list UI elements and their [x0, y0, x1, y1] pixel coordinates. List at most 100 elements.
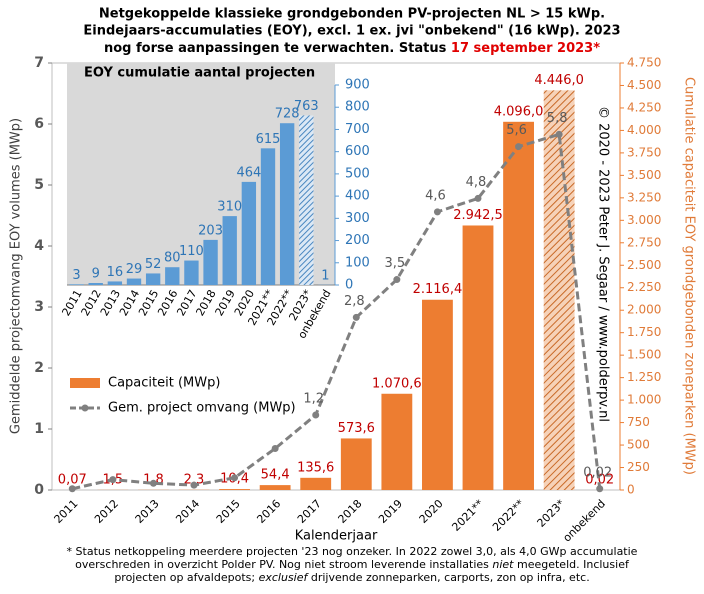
- footnote-part: meegeteld. Inclusief: [514, 558, 630, 571]
- line-value-label: 4,6: [425, 188, 446, 203]
- y2-tick-label: 4.750: [627, 56, 661, 70]
- inset-value-label: 728: [275, 107, 300, 122]
- inset-value-label: 80: [164, 251, 181, 266]
- line-marker: [474, 194, 482, 202]
- inset-value-label: 763: [294, 99, 319, 114]
- y-tick-label: 6: [34, 116, 44, 132]
- y2-tick-label: 1.750: [627, 325, 661, 339]
- footnote-part: projecten op afvaldepots;: [114, 571, 258, 584]
- footnote-part: overschreden in overzicht Polder PV. Nog…: [75, 558, 492, 571]
- line-value-label: 5,6: [506, 123, 527, 138]
- footnote-line: * Status netkoppeling meerdere projecten…: [67, 545, 638, 558]
- bar: [340, 438, 372, 490]
- x-tick-label: 2023*: [535, 497, 568, 530]
- line-value-label: 2,8: [344, 294, 365, 309]
- footnote-part: * Status netkoppeling meerdere projecten…: [67, 545, 638, 558]
- legend-marker: [81, 404, 89, 412]
- legend-swatch: [70, 378, 100, 388]
- line-marker: [433, 208, 441, 216]
- bar-value-label: 54,4: [261, 468, 290, 483]
- line-value-label: 5,8: [547, 111, 568, 126]
- title-date: 17 september 2023*: [451, 41, 600, 56]
- bar-value-label: 2,3: [184, 472, 205, 487]
- inset-y-tick-label: 700: [345, 122, 370, 137]
- inset-y-tick-label: 300: [345, 211, 370, 226]
- inset-value-label: 1: [321, 268, 329, 283]
- y2-tick-label: 750: [627, 415, 650, 429]
- line-marker: [393, 276, 401, 284]
- y2-tick-label: 0: [627, 483, 635, 497]
- y2-tick-label: 500: [627, 438, 650, 452]
- inset-bar: [184, 260, 199, 285]
- inset-bar: [69, 284, 84, 285]
- line-marker: [109, 476, 117, 484]
- inset-value-label: 615: [256, 132, 281, 147]
- bar-value-label: 573,6: [338, 421, 375, 436]
- inset-value-label: 29: [126, 262, 143, 277]
- inset-bar: [88, 283, 103, 285]
- x-tick-label: 2012: [92, 497, 121, 526]
- inset-value-label: 310: [217, 200, 242, 215]
- line-marker: [596, 485, 604, 493]
- title-line: Netgekoppelde klassieke grondgebonden PV…: [99, 7, 605, 22]
- legend-label: Gem. project omvang (MWp): [108, 401, 296, 416]
- copyright: © 2020 - 2023 Peter J. Segaar / www.pold…: [596, 106, 611, 422]
- inset-bar: [126, 278, 142, 285]
- inset-value-label: 52: [145, 257, 162, 272]
- inset-y-tick-label: 900: [345, 78, 370, 93]
- bar: [219, 489, 250, 490]
- line-value-label: 0,02: [583, 465, 612, 480]
- bar-value-label: 4.096,0: [494, 104, 544, 119]
- line-marker: [68, 485, 76, 493]
- y-tick-label: 4: [34, 238, 44, 254]
- title-part: nog forse aanpassingen te verwachten. St…: [104, 41, 451, 56]
- title-line: Eindejaars-accumulaties (EOY), excl. 1 e…: [83, 24, 620, 39]
- x-tick-label: 2015: [214, 497, 243, 526]
- bar: [422, 299, 453, 490]
- y2-tick-label: 2.500: [627, 258, 661, 272]
- x-tick-label: 2016: [254, 497, 283, 526]
- bar-value-label: 2.116,4: [413, 282, 463, 297]
- inset-value-label: 110: [179, 244, 204, 259]
- y-tick-label: 5: [34, 177, 44, 193]
- inset-bar: [260, 148, 276, 285]
- inset-y-tick-label: 200: [345, 233, 370, 248]
- x-tick-label: 2018: [336, 497, 365, 526]
- y2-tick-label: 2.750: [627, 235, 661, 249]
- bar-value-label: 0,02: [585, 472, 614, 487]
- y2-tick-label: 3.250: [627, 190, 661, 204]
- y2-tick-label: 1.250: [627, 370, 661, 384]
- footnote-part: drijvende zonneparken, carports, zon op …: [307, 571, 589, 584]
- inset-bar: [203, 239, 218, 285]
- inset-value-label: 9: [92, 267, 100, 282]
- x-tick-label: 2014: [173, 497, 202, 526]
- bar-value-label: 1.070,6: [372, 376, 422, 391]
- footnote-line: projecten op afvaldepots; exclusief drij…: [114, 571, 589, 584]
- y-tick-label: 3: [34, 299, 44, 315]
- legend-label: Capaciteit (MWp): [108, 376, 220, 391]
- inset-bar: [299, 115, 314, 285]
- y-tick-label: 1: [34, 421, 44, 437]
- x-tick-label: 2013: [133, 497, 162, 526]
- line-marker: [312, 411, 320, 419]
- line-value-label: 1,2: [303, 391, 324, 406]
- x-tick-label: onbekend: [560, 497, 607, 544]
- bar: [259, 485, 291, 490]
- y2-tick-label: 3.500: [627, 168, 661, 182]
- inset-value-label: 464: [236, 165, 261, 180]
- inset-value-label: 3: [72, 268, 80, 283]
- y2-tick-label: 1.500: [627, 348, 661, 362]
- x-tick-label: 2019: [376, 497, 405, 526]
- inset-y-tick-label: 600: [345, 144, 370, 159]
- inset-value-label: 16: [107, 265, 124, 280]
- y-tick-label: 0: [34, 482, 44, 498]
- footnote-part: exclusief: [259, 571, 310, 584]
- line-marker: [555, 130, 563, 138]
- line-value-label: 3,5: [385, 256, 406, 271]
- y2-tick-label: 3.000: [627, 213, 661, 227]
- line-marker: [352, 313, 360, 321]
- inset-bar: [145, 273, 161, 285]
- y-axis-label: Gemiddelde projectomvang EOY volumes (MW…: [9, 118, 24, 434]
- inset-bar: [241, 181, 257, 285]
